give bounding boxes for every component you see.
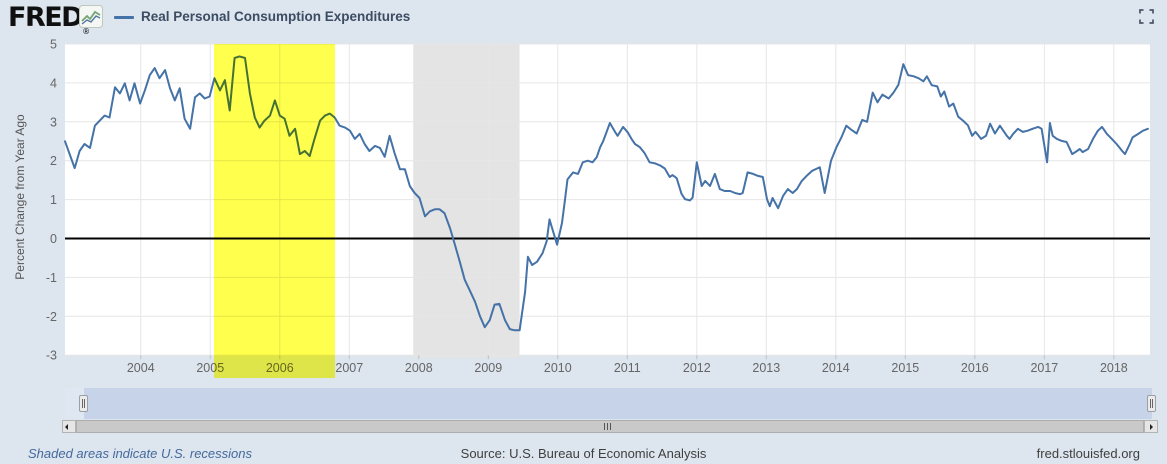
recession-note-link[interactable]: Shaded areas indicate U.S. recessions: [28, 446, 253, 461]
svg-text:1: 1: [50, 193, 57, 207]
fred-logo-chart-icon: [79, 5, 103, 28]
svg-text:2009: 2009: [474, 361, 502, 375]
navigator-selected-range[interactable]: [84, 388, 1152, 419]
svg-text:2017: 2017: [1030, 361, 1058, 375]
svg-text:2: 2: [50, 154, 57, 168]
navigator-right-handle[interactable]: [1147, 395, 1156, 412]
left-arrow-icon: [65, 424, 68, 430]
navigator-mini-chart[interactable]: 20042006200820102012201420162018: [0, 388, 1167, 420]
svg-text:2007: 2007: [335, 361, 363, 375]
y-axis-title: Percent Change from Year Ago: [13, 114, 27, 280]
site-text: fred.stlouisfed.org: [1036, 446, 1140, 461]
svg-text:2018: 2018: [1100, 361, 1128, 375]
chart-header: FRED® Real Personal Consumption Expendit…: [0, 0, 1167, 40]
svg-text:2011: 2011: [614, 361, 641, 375]
svg-text:0: 0: [50, 232, 57, 246]
scrollbar-right-arrow[interactable]: [1144, 420, 1158, 433]
svg-text:2004: 2004: [127, 361, 155, 375]
svg-text:2008: 2008: [405, 361, 433, 375]
svg-text:2006: 2006: [266, 361, 294, 375]
scrollbar-left-arrow[interactable]: [62, 420, 76, 433]
series-legend-dash: [114, 16, 134, 19]
svg-text:2016: 2016: [961, 361, 989, 375]
scrollbar-grip-icon: [604, 423, 612, 430]
right-arrow-icon: [1150, 424, 1153, 430]
svg-text:2012: 2012: [683, 361, 711, 375]
fullscreen-expand-icon[interactable]: [1139, 9, 1154, 24]
svg-text:3: 3: [50, 115, 57, 129]
fred-logo[interactable]: FRED®: [8, 2, 91, 36]
series-title: Real Personal Consumption Expenditures: [141, 9, 411, 24]
svg-text:-1: -1: [46, 271, 57, 285]
svg-text:5: 5: [50, 38, 57, 52]
svg-text:2015: 2015: [891, 361, 919, 375]
registered-mark: ®: [82, 27, 91, 36]
chart-footer: Shaded areas indicate U.S. recessions So…: [0, 438, 1167, 464]
svg-text:2005: 2005: [196, 361, 224, 375]
svg-text:-3: -3: [46, 349, 57, 363]
navigator-left-handle[interactable]: [79, 395, 88, 412]
fred-logo-text: FRED: [8, 2, 84, 33]
svg-text:-2: -2: [46, 310, 57, 324]
main-chart[interactable]: 2004 2005 2006 2007 2008 2009 2010 2011 2012 2013…: [0, 0, 1167, 388]
svg-text:2013: 2013: [752, 361, 780, 375]
svg-text:4: 4: [50, 76, 57, 90]
svg-text:2010: 2010: [544, 361, 572, 375]
svg-text:2014: 2014: [822, 361, 850, 375]
source-text: Source: U.S. Bureau of Economic Analysis: [460, 446, 707, 461]
